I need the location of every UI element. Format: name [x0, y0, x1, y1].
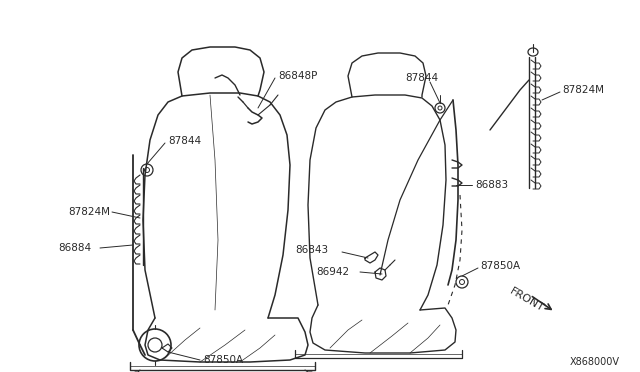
- Text: 87844: 87844: [168, 136, 201, 146]
- Text: X868000V: X868000V: [570, 357, 620, 367]
- Text: 86843: 86843: [295, 245, 328, 255]
- Text: 87824M: 87824M: [562, 85, 604, 95]
- Text: 86884: 86884: [58, 243, 91, 253]
- Text: 87824M: 87824M: [68, 207, 110, 217]
- Text: 87850A: 87850A: [203, 355, 243, 365]
- Text: FRONT: FRONT: [508, 286, 545, 313]
- Text: 86883: 86883: [475, 180, 508, 190]
- Text: 87844: 87844: [405, 73, 438, 83]
- Text: 87850A: 87850A: [480, 261, 520, 271]
- Text: 86942: 86942: [316, 267, 349, 277]
- Text: 86848P: 86848P: [278, 71, 317, 81]
